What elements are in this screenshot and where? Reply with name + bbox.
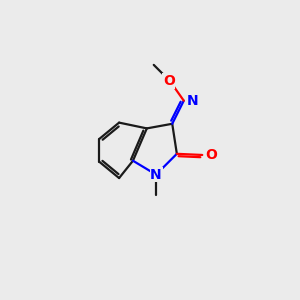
Text: N: N xyxy=(187,94,199,108)
Text: O: O xyxy=(163,74,175,88)
Text: N: N xyxy=(150,168,162,182)
Text: O: O xyxy=(206,148,218,162)
